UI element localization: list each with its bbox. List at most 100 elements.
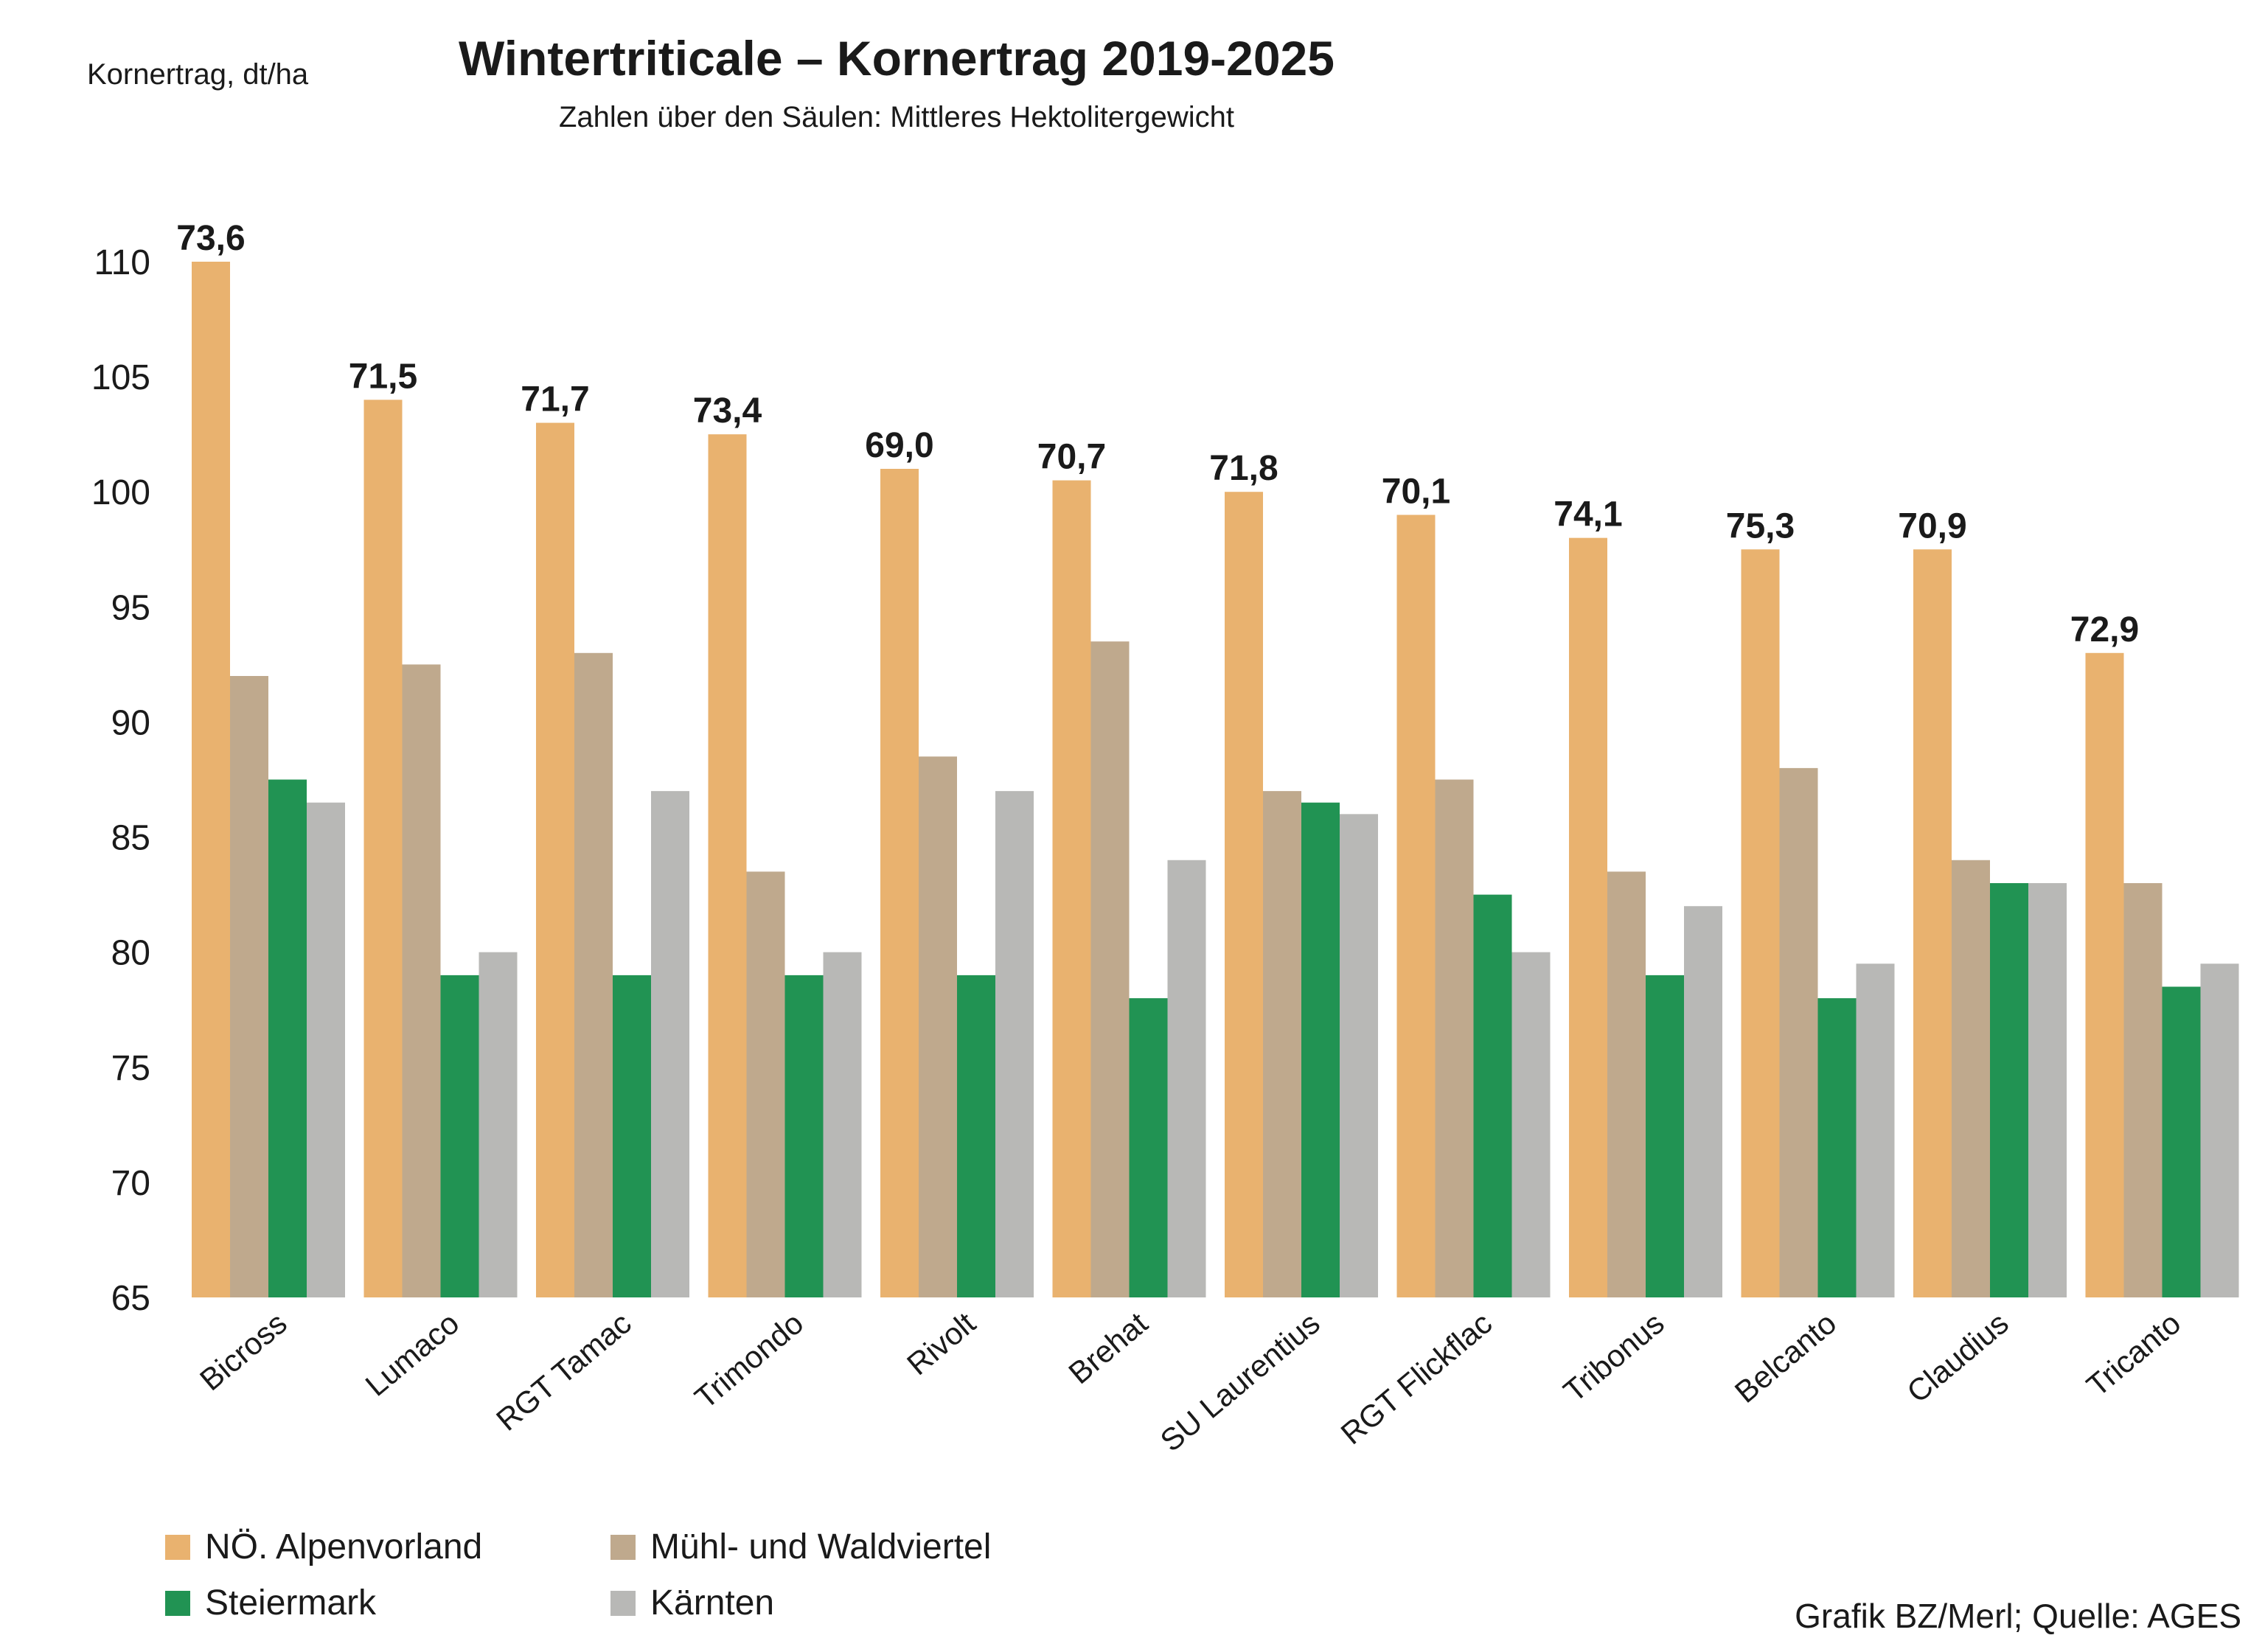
bar bbox=[1952, 860, 1990, 1297]
bar bbox=[1396, 515, 1436, 1297]
legend-label: NÖ. Alpenvorland bbox=[205, 1527, 482, 1566]
bar bbox=[1607, 871, 1646, 1297]
bar bbox=[1741, 549, 1780, 1297]
bar bbox=[1646, 975, 1684, 1297]
category-labels: Bicross Lumaco RGT Tamac Trimondo Rivolt Breh… bbox=[193, 1306, 2187, 1458]
bar bbox=[1167, 860, 1206, 1297]
legend-label: Steiermark bbox=[205, 1583, 377, 1623]
bar bbox=[363, 400, 403, 1298]
bar bbox=[880, 469, 919, 1297]
legend-swatch bbox=[165, 1535, 190, 1560]
bar bbox=[2162, 986, 2201, 1297]
y-tick-label: 105 bbox=[91, 358, 150, 397]
y-tick-label: 80 bbox=[111, 934, 150, 973]
bar bbox=[268, 779, 307, 1297]
y-tick-label: 85 bbox=[111, 819, 150, 858]
bar bbox=[479, 952, 518, 1297]
bar bbox=[1052, 480, 1091, 1297]
bar bbox=[2200, 963, 2239, 1297]
bar bbox=[2028, 883, 2067, 1297]
category-label: Tricanto bbox=[2080, 1306, 2187, 1404]
bar bbox=[784, 975, 824, 1297]
bar bbox=[1684, 906, 1722, 1297]
data-labels: 73,6 71,5 71,7 73,4 69,0 70,7 71,8 70,1 74,1 75,3… bbox=[176, 219, 2139, 649]
chart-title: Wintertriticale – Kornertrag 2019-2025 bbox=[459, 31, 1335, 86]
category-label: Trimondo bbox=[688, 1306, 810, 1415]
bar bbox=[1569, 537, 1607, 1297]
data-label: 75,3 bbox=[1726, 506, 1795, 546]
bar bbox=[1913, 549, 1952, 1297]
chart-subtitle: Zahlen über den Säulen: Mittleres Hektol… bbox=[559, 101, 1234, 133]
bar bbox=[2123, 883, 2163, 1297]
legend: NÖ. Alpenvorland Mühl- und Waldviertel Ste… bbox=[165, 1527, 991, 1623]
bar bbox=[1473, 894, 1512, 1297]
bar bbox=[1856, 963, 1895, 1297]
y-axis-label: Kornertrag, dt/ha bbox=[87, 58, 309, 91]
legend-swatch bbox=[165, 1591, 190, 1616]
bar bbox=[1340, 814, 1378, 1297]
category-label: Brehat bbox=[1062, 1306, 1154, 1391]
y-tick-label: 65 bbox=[111, 1279, 150, 1318]
data-label: 70,1 bbox=[1382, 472, 1450, 511]
data-label: 71,8 bbox=[1209, 449, 1278, 488]
bar bbox=[402, 664, 441, 1297]
y-tick-label: 70 bbox=[111, 1164, 150, 1203]
bar bbox=[1090, 641, 1130, 1297]
y-tick-label: 100 bbox=[91, 473, 150, 512]
data-label: 71,5 bbox=[349, 357, 417, 396]
bar bbox=[613, 975, 651, 1297]
legend-label: Mühl- und Waldviertel bbox=[650, 1527, 991, 1566]
data-label: 70,9 bbox=[1898, 506, 1966, 546]
legend-swatch bbox=[610, 1591, 636, 1616]
legend-swatch bbox=[610, 1535, 636, 1560]
category-label: RGT Tamac bbox=[490, 1306, 638, 1437]
bar bbox=[1779, 767, 1818, 1297]
y-tick-label: 90 bbox=[111, 703, 150, 742]
y-tick-label: 110 bbox=[94, 243, 150, 282]
category-label: Rivolt bbox=[900, 1306, 982, 1382]
bar bbox=[230, 676, 268, 1297]
bar bbox=[1129, 998, 1168, 1297]
bar bbox=[1301, 802, 1340, 1297]
y-tick-label: 95 bbox=[111, 588, 150, 627]
category-label: RGT Flickflac bbox=[1335, 1306, 1499, 1451]
bar bbox=[1263, 791, 1301, 1297]
bar bbox=[651, 791, 689, 1297]
bar bbox=[2085, 652, 2124, 1297]
bar bbox=[307, 802, 345, 1297]
data-label: 73,4 bbox=[693, 391, 762, 431]
bar bbox=[995, 791, 1034, 1297]
bar bbox=[1817, 998, 1857, 1297]
category-label: Bicross bbox=[193, 1306, 293, 1398]
data-label: 73,6 bbox=[176, 219, 245, 258]
category-label: Lumaco bbox=[359, 1306, 466, 1403]
bars bbox=[192, 262, 2239, 1298]
bar bbox=[746, 871, 785, 1297]
category-label: Tribonus bbox=[1557, 1306, 1671, 1409]
category-label: SU Laurentius bbox=[1154, 1306, 1326, 1458]
bar bbox=[192, 262, 230, 1297]
bar bbox=[1225, 492, 1263, 1298]
bar bbox=[957, 975, 995, 1297]
bar bbox=[708, 434, 747, 1297]
bar bbox=[1435, 779, 1474, 1297]
data-label: 70,7 bbox=[1037, 438, 1106, 477]
category-label: Claudius bbox=[1900, 1306, 2014, 1409]
bar bbox=[574, 652, 613, 1297]
y-tick-label: 75 bbox=[111, 1049, 150, 1088]
source-note: Grafik BZ/Merl; Quelle: AGES bbox=[1795, 1597, 2241, 1635]
bar bbox=[440, 975, 479, 1297]
category-label: Belcanto bbox=[1728, 1306, 1843, 1409]
data-label: 71,7 bbox=[521, 380, 589, 419]
legend-label: Kärnten bbox=[650, 1583, 774, 1623]
bar bbox=[536, 422, 574, 1297]
data-label: 69,0 bbox=[865, 426, 933, 465]
y-axis-ticks: 65 70 75 80 85 90 95 100 105 110 bbox=[91, 243, 150, 1318]
bar bbox=[1990, 883, 2028, 1297]
bar bbox=[919, 756, 957, 1297]
data-label: 72,9 bbox=[2070, 610, 2139, 649]
bar bbox=[823, 952, 862, 1297]
data-label: 74,1 bbox=[1554, 495, 1622, 534]
bar bbox=[1511, 952, 1551, 1297]
